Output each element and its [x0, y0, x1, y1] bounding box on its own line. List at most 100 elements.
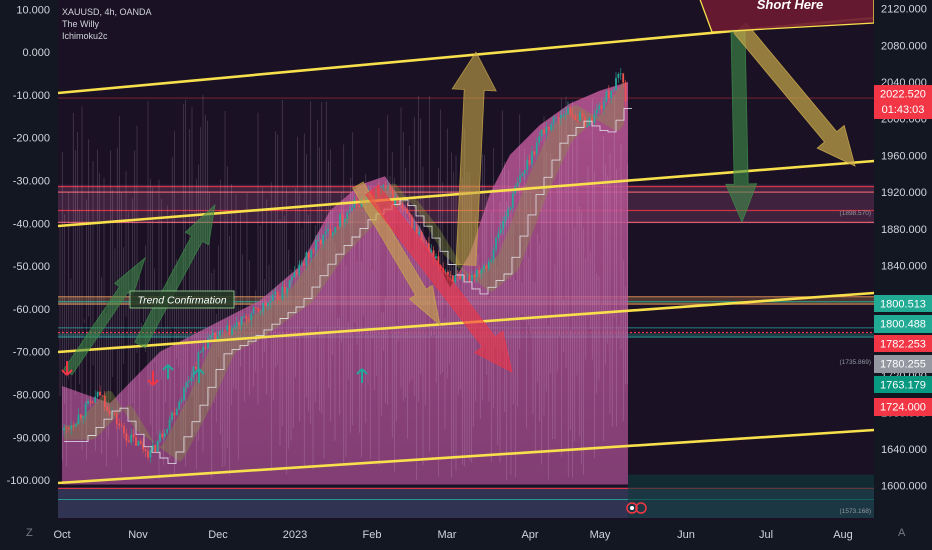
candle-body: [324, 231, 327, 235]
oscillator-tick-label: 10.000: [16, 4, 50, 16]
candle-body: [418, 232, 421, 235]
candle-body: [183, 387, 185, 401]
candle-body: [226, 325, 229, 331]
candle-body: [504, 216, 507, 221]
candle-body: [605, 91, 608, 102]
indicator-willy[interactable]: The Willy: [62, 19, 100, 29]
candle-body: [394, 197, 397, 204]
candle-body: [552, 117, 555, 125]
candle-body: [238, 322, 241, 326]
candle-body: [75, 424, 77, 426]
candle-body: [106, 407, 109, 411]
candle-body: [384, 185, 387, 187]
price-note: (1735.869): [840, 359, 871, 366]
candle-body: [94, 396, 97, 403]
time-tick-label: Nov: [128, 529, 148, 541]
indicator-ichimoku[interactable]: Ichimoku2c: [62, 31, 108, 41]
zoom-corner-icon[interactable]: Z: [26, 527, 33, 539]
candle-body: [259, 311, 262, 313]
candle-body: [70, 425, 73, 429]
candle-body: [610, 90, 613, 98]
candle-body: [63, 427, 65, 431]
oscillator-tick-label: -90.000: [13, 432, 50, 444]
candle-body: [336, 227, 339, 228]
price-label-box: [874, 398, 932, 416]
candle-body: [168, 419, 171, 430]
candle-body: [595, 109, 598, 114]
candle-body: [303, 263, 305, 266]
price-tick-label: 1840.000: [881, 261, 927, 273]
candle-body: [154, 445, 157, 452]
candle-body: [485, 265, 488, 269]
candle-body: [387, 186, 389, 188]
candle-body: [219, 330, 221, 336]
candle-body: [84, 403, 87, 417]
candle-body: [166, 429, 169, 434]
candle-body: [307, 252, 310, 258]
candle-body: [171, 412, 173, 420]
trend-arrow-green-2: [134, 203, 216, 349]
candle-body: [185, 382, 188, 388]
candle-body: [240, 316, 243, 326]
price-note: (1573.168): [840, 508, 871, 515]
price-label-box: [874, 315, 932, 333]
candle-body: [619, 73, 622, 75]
candle-body: [437, 256, 440, 266]
oscillator-tick-label: -80.000: [13, 390, 50, 402]
candle-body: [190, 377, 193, 382]
candle-body: [559, 114, 562, 119]
down-arrow-green: [725, 29, 758, 224]
candle-body: [408, 213, 411, 217]
candle-body: [411, 216, 413, 228]
channel-line-4: [57, 428, 875, 485]
auto-scale-icon[interactable]: A: [898, 527, 906, 539]
candle-body: [583, 116, 586, 127]
candle-body: [401, 205, 404, 209]
time-axis[interactable]: [0, 520, 874, 550]
candle-body: [427, 243, 430, 253]
candle-body: [195, 366, 197, 369]
candle-body: [271, 294, 274, 301]
candle-body: [96, 391, 99, 397]
candle-body: [531, 151, 533, 165]
time-tick-label: Feb: [363, 529, 382, 541]
candle-body: [348, 210, 351, 213]
candle-body: [127, 440, 130, 443]
candle-body: [523, 170, 526, 174]
candle-body: [221, 330, 224, 332]
candle-body: [288, 280, 291, 289]
candle-body: [67, 427, 70, 429]
symbol-title[interactable]: XAUUSD, 4h, OANDA: [62, 7, 152, 17]
candle-body: [130, 434, 133, 443]
candle-body: [214, 333, 217, 340]
time-tick-label: Jun: [677, 529, 695, 541]
candle-body: [516, 182, 519, 187]
candle-body: [624, 82, 627, 102]
candle-body: [483, 265, 485, 270]
cloud-band: [64, 80, 624, 462]
candle-body: [204, 347, 207, 349]
candle-body: [310, 250, 313, 258]
candle-body: [315, 240, 317, 251]
candle-body: [199, 351, 202, 353]
candle-body: [87, 400, 89, 404]
candle-body: [274, 291, 277, 295]
trend-confirmation-text: Trend Confirmation: [137, 295, 226, 307]
oscillator-tick-label: -10.000: [13, 90, 50, 102]
candle-body: [478, 269, 481, 274]
price-tick-label: 1880.000: [881, 224, 927, 236]
price-label-box: [874, 335, 932, 352]
candle-body: [156, 441, 159, 452]
candle-body: [103, 395, 106, 407]
candle-body: [139, 441, 142, 445]
replay-icon[interactable]: [626, 502, 647, 514]
candle-body: [545, 126, 548, 134]
candle-body: [538, 136, 541, 143]
candle-body: [267, 303, 269, 307]
candle-body: [123, 426, 125, 434]
oscillator-area: [62, 82, 628, 485]
price-tick-label: 1600.000: [881, 481, 927, 493]
candle-body: [591, 117, 593, 123]
time-axis-ticks: Oct Nov Dec 2023 Feb Mar Apr May Jun Jul Aug: [53, 529, 852, 541]
